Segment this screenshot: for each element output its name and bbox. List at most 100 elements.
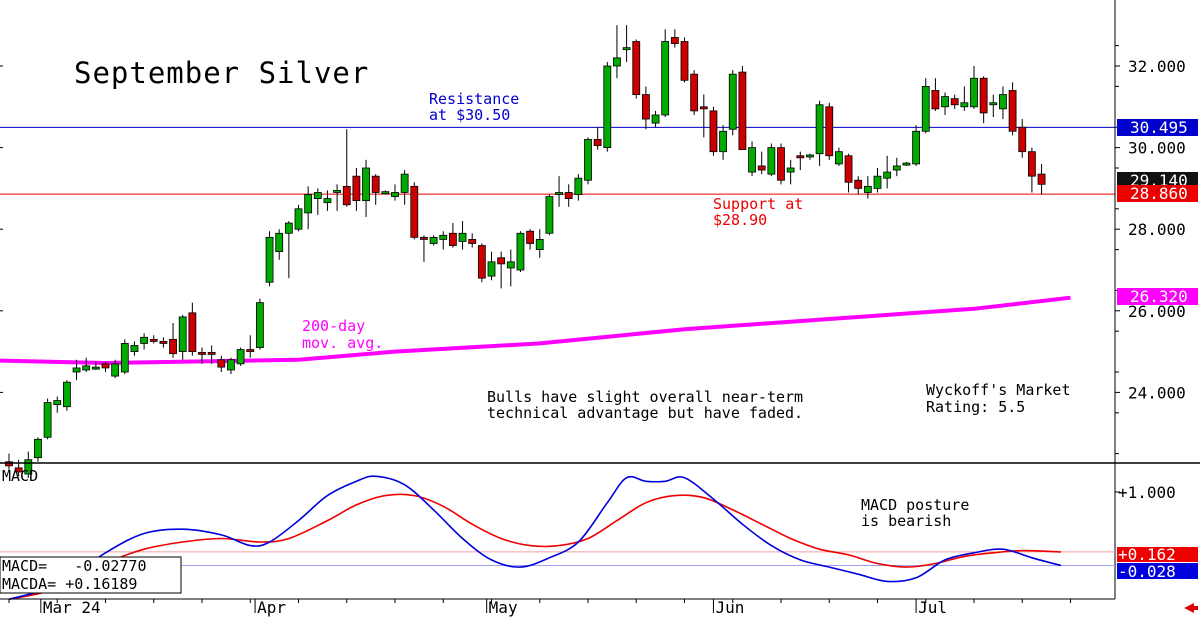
candle	[111, 359, 120, 379]
candle-body	[777, 147, 785, 181]
macda-readout-value: MACDA= +0.16189	[2, 575, 137, 593]
candle	[236, 347, 245, 366]
candle	[43, 398, 52, 440]
svg-text:30.495: 30.495	[1130, 118, 1188, 137]
candle	[198, 347, 206, 364]
candle	[526, 229, 534, 250]
candle-body	[555, 192, 563, 195]
candle	[217, 355, 226, 372]
candle-body	[535, 238, 544, 250]
candle	[748, 141, 756, 177]
candle	[757, 151, 766, 175]
arrow-left-icon[interactable]	[1184, 603, 1198, 613]
candle-body	[178, 316, 187, 353]
candle-body	[1018, 126, 1027, 153]
candle	[593, 127, 602, 150]
candle	[24, 451, 33, 479]
candle-body	[24, 459, 33, 475]
rating-annotation: Wyckoff's Market Rating: 5.5	[926, 381, 1080, 416]
candle-body	[391, 192, 399, 197]
candle-body	[757, 165, 766, 171]
candle-body	[699, 106, 708, 110]
candle-body	[371, 175, 380, 193]
y-tick-label: 26.000	[1128, 302, 1186, 321]
candle-body	[545, 196, 554, 234]
candle	[642, 86, 650, 130]
candle-body	[420, 236, 428, 240]
candle-body	[661, 41, 670, 116]
candle-body	[468, 238, 477, 244]
candle-body	[1037, 173, 1046, 185]
candle-body	[709, 110, 718, 153]
candle	[690, 70, 699, 115]
candle	[1037, 163, 1046, 195]
candle-body	[941, 96, 949, 108]
candle	[950, 94, 959, 109]
candles	[5, 25, 1046, 479]
candle	[999, 86, 1007, 120]
candle-body	[719, 130, 727, 153]
candle-body	[728, 73, 737, 130]
candle-body	[854, 179, 863, 189]
candle	[362, 159, 370, 217]
candle-body	[149, 338, 158, 342]
candle-body	[651, 114, 660, 124]
candle-body	[352, 175, 361, 202]
candle	[188, 302, 197, 356]
y-tick-label: 30.000	[1128, 139, 1186, 158]
candle-body	[381, 191, 390, 195]
candle-body	[294, 208, 303, 230]
macd-readout: MACD= -0.02770 MACDA= +0.16189	[0, 556, 182, 594]
candle	[863, 176, 872, 199]
ma-layer	[0, 295, 1071, 365]
candle	[651, 110, 660, 128]
candle-body	[931, 90, 940, 110]
candle-body	[63, 381, 71, 408]
candle-body	[5, 461, 13, 467]
candle-body	[429, 236, 438, 244]
candle	[584, 137, 592, 185]
candle-body	[564, 192, 573, 199]
candle	[767, 143, 776, 177]
candle	[313, 188, 322, 215]
candle	[545, 194, 554, 236]
candle-body	[815, 104, 824, 155]
candle-body	[1008, 90, 1017, 132]
candle-body	[844, 155, 853, 183]
candle-body	[748, 147, 756, 173]
ma200-line	[0, 295, 1071, 365]
candle-body	[873, 175, 882, 189]
y-tick-label: 28.000	[1128, 220, 1186, 239]
candle	[670, 29, 679, 48]
candle	[497, 251, 506, 289]
candle-body	[506, 261, 515, 269]
candle	[294, 204, 303, 232]
macd-tick-label: +1.000	[1118, 483, 1176, 502]
candle	[661, 29, 670, 117]
candle-body	[130, 345, 139, 353]
candle	[178, 314, 187, 360]
candle-body	[999, 94, 1007, 110]
x-tick-label: Apr	[257, 598, 286, 617]
candle-body	[217, 359, 226, 368]
price-panel: September Silver Resistance at $30.50 Su…	[0, 25, 1115, 479]
candle	[487, 251, 496, 281]
candle-body	[902, 162, 911, 166]
candle	[738, 66, 747, 151]
candle	[381, 190, 390, 195]
candle	[902, 161, 911, 166]
candle-body	[497, 257, 506, 265]
candle	[82, 357, 91, 372]
candle	[333, 184, 342, 211]
candle	[323, 190, 332, 211]
candle	[207, 345, 216, 364]
macd-panel-label: MACD	[2, 467, 38, 485]
candle	[169, 323, 177, 358]
candle	[439, 231, 448, 250]
candle	[535, 229, 544, 258]
candle-body	[207, 352, 216, 355]
comment-annotation: Bulls have slight overall near-term tech…	[487, 388, 812, 422]
candle	[371, 174, 380, 205]
candle	[1018, 119, 1027, 158]
